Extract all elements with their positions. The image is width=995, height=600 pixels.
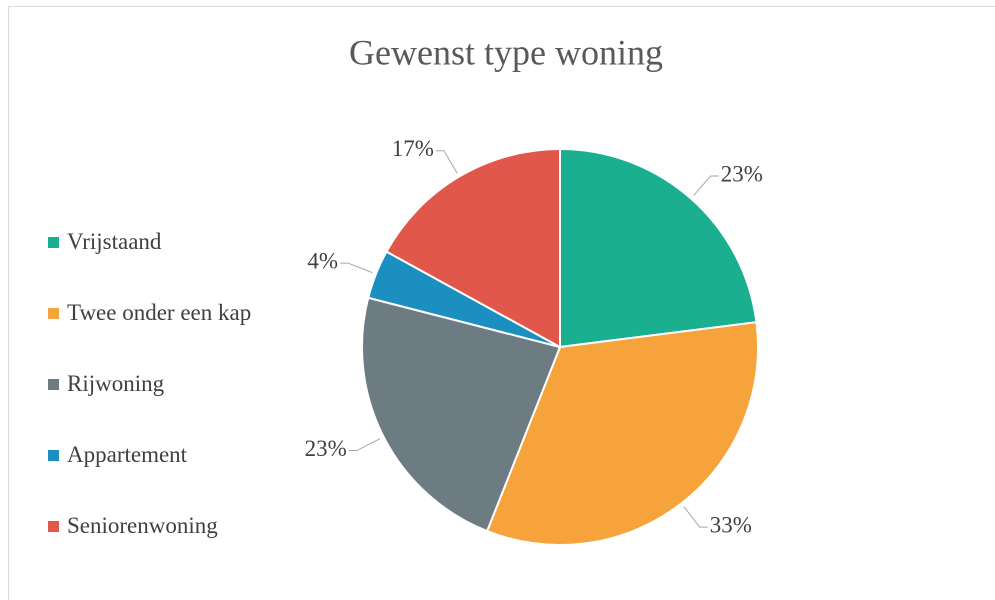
legend-swatch (48, 308, 59, 319)
legend-label: Rijwoning (67, 371, 165, 396)
legend-item: Vrijstaand (48, 228, 278, 299)
legend-item: Seniorenwoning (48, 512, 278, 583)
chart-title: Gewenst type woning (349, 32, 663, 72)
leader-line (348, 438, 381, 452)
legend: Vrijstaand Twee onder een kap Rijwoning App… (48, 228, 278, 583)
data-label: 4% (307, 248, 338, 273)
legend-label: Vrijstaand (67, 229, 162, 254)
pie-slice (361, 296, 562, 533)
chart-border (8, 6, 995, 600)
legend-swatch (48, 521, 59, 532)
leader-line (435, 150, 458, 174)
leader-line (693, 175, 719, 196)
legend-item: Rijwoning (48, 370, 278, 441)
pie-slice (559, 147, 758, 349)
legend-swatch (48, 237, 59, 248)
legend-label: Appartement (67, 442, 188, 467)
legend-swatch (48, 450, 59, 461)
legend-item: Twee onder een kap (48, 299, 278, 370)
legend-label: Seniorenwoning (67, 513, 218, 538)
data-label: 23% (305, 436, 347, 461)
data-label: 17% (392, 136, 434, 161)
data-label: 33% (710, 512, 752, 537)
leader-line (340, 262, 373, 274)
pie-slice (485, 321, 759, 546)
data-label: 23% (721, 161, 763, 186)
pie-slice (385, 147, 561, 349)
legend-item: Appartement (48, 441, 278, 512)
legend-swatch (48, 379, 59, 390)
leader-line (683, 506, 708, 528)
legend-label: Twee onder een kap (67, 300, 252, 325)
